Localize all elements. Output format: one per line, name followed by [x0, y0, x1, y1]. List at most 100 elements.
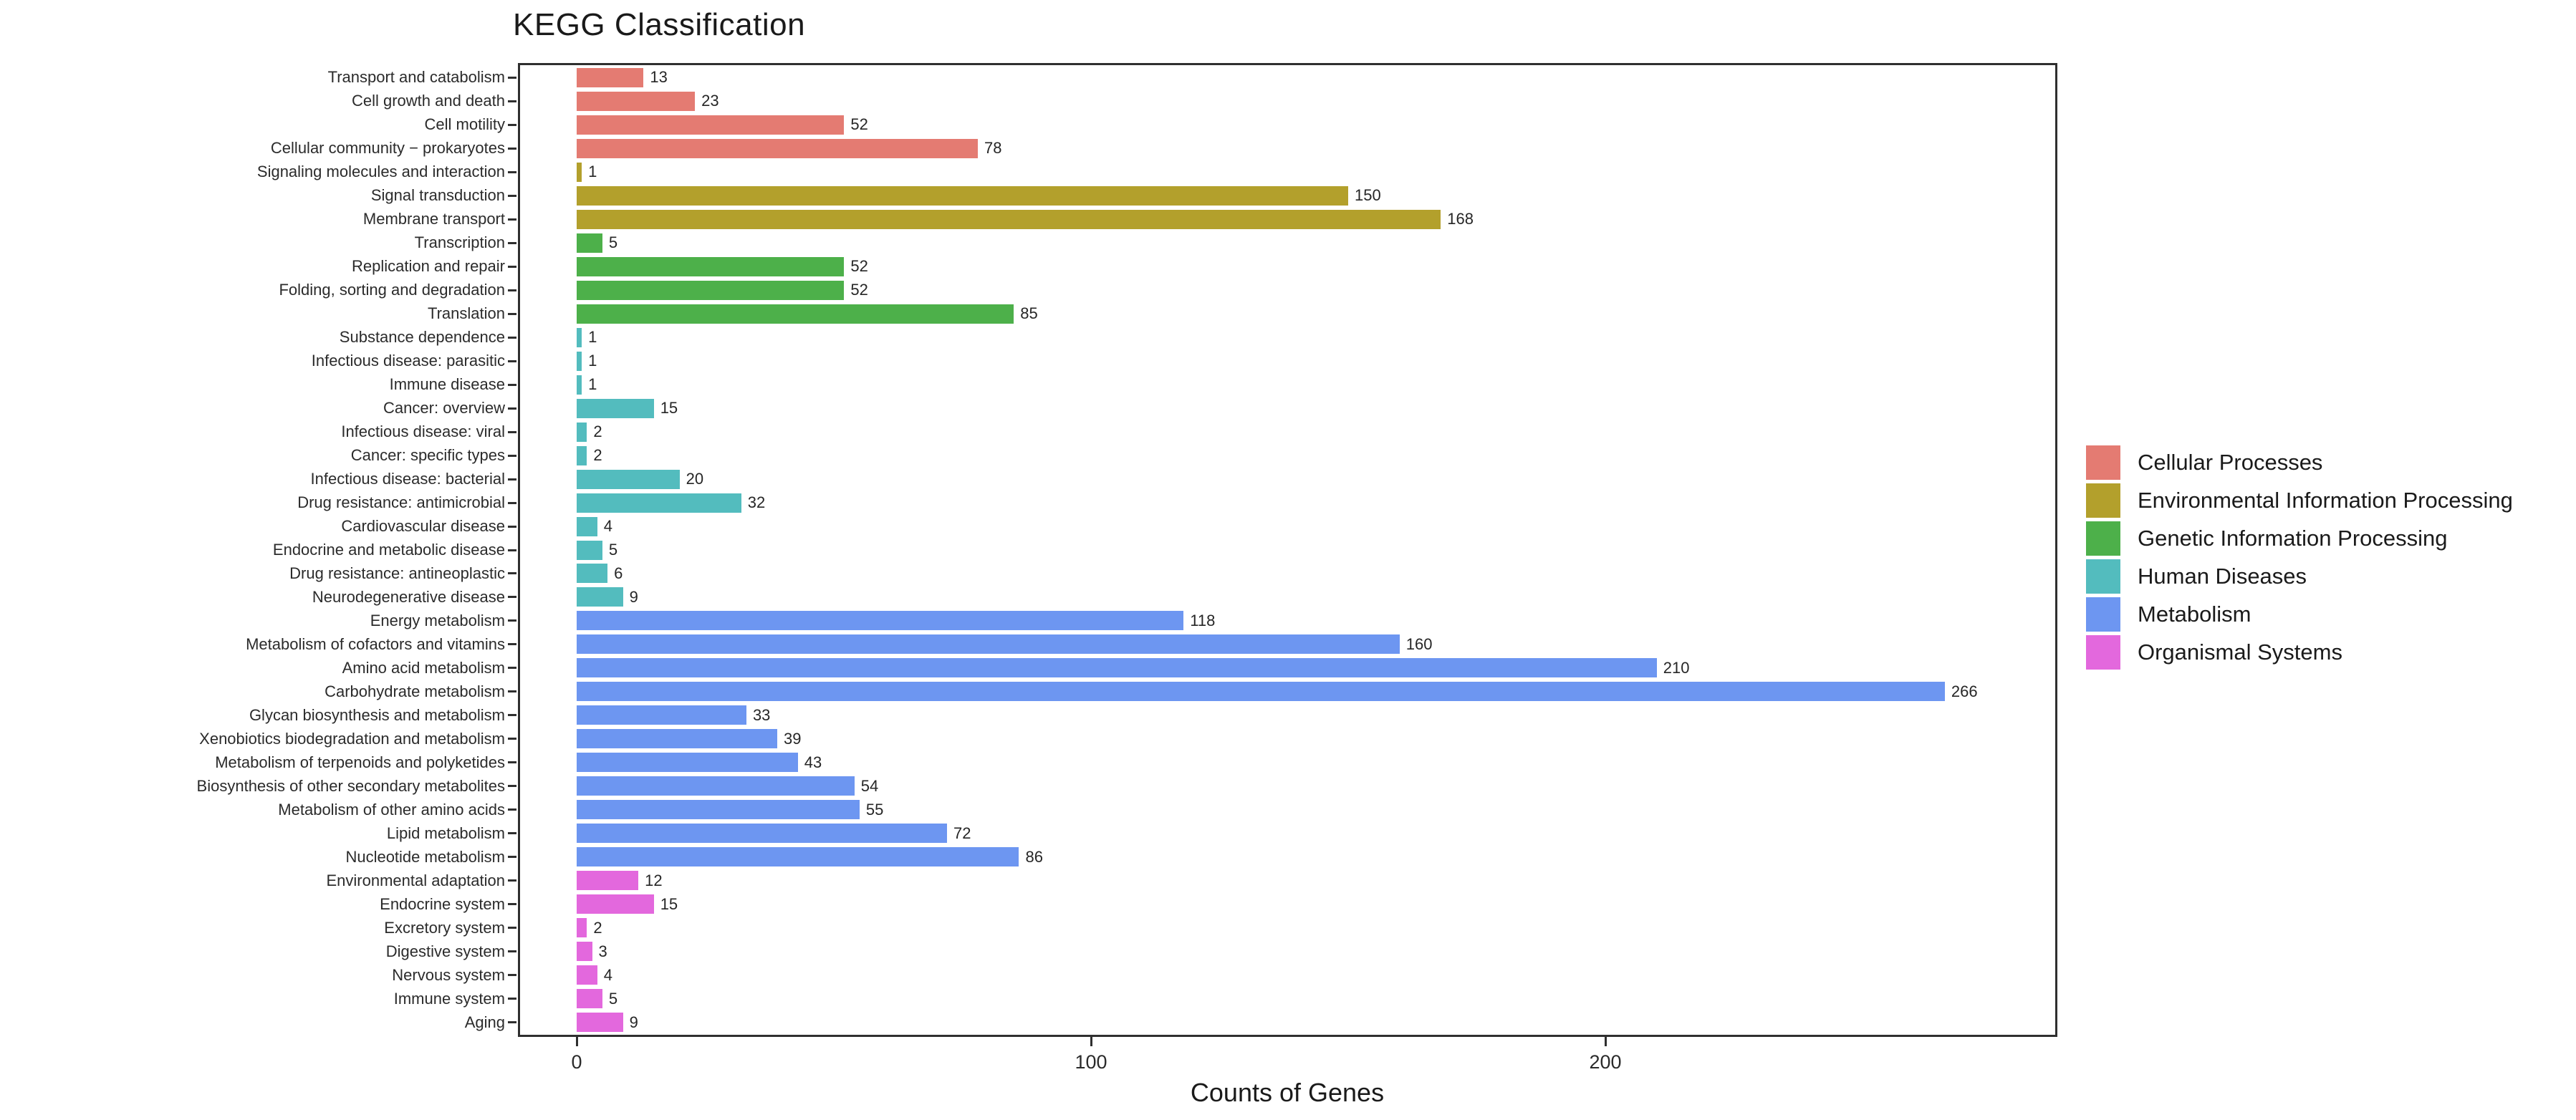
legend-swatch: [2086, 521, 2120, 556]
legend-swatch: [2086, 445, 2120, 480]
y-axis-tick: [508, 572, 516, 575]
y-axis-tick: [508, 761, 516, 764]
y-axis-tick: [508, 832, 516, 835]
legend-swatch: [2086, 635, 2120, 670]
bar-value-label: 2: [593, 423, 602, 441]
category-label: Drug resistance: antineoplastic: [289, 564, 505, 582]
bar: [577, 729, 778, 749]
bar: [577, 185, 1348, 206]
category-label: Signaling molecules and interaction: [256, 163, 505, 181]
category-label: Endocrine system: [380, 894, 505, 913]
category-label: Excretory system: [384, 918, 505, 937]
y-axis-tick: [508, 714, 516, 717]
bar: [577, 753, 798, 773]
bar-value-label: 52: [850, 281, 868, 299]
bar-value-label: 9: [629, 587, 638, 606]
category-label: Biosynthesis of other secondary metaboli…: [196, 776, 505, 795]
category-label: Infectious disease: viral: [341, 423, 505, 441]
y-axis-tick: [508, 667, 516, 670]
y-axis-tick: [508, 501, 516, 504]
bar-value-label: 266: [1951, 682, 1978, 700]
bar-value-label: 55: [865, 800, 884, 819]
bar: [577, 1013, 623, 1032]
legend-item: Human Diseases: [2086, 559, 2513, 594]
category-label: Folding, sorting and degradation: [279, 281, 505, 299]
y-axis-tick: [508, 974, 516, 977]
category-label: Substance dependence: [339, 328, 505, 347]
bar: [577, 540, 602, 560]
category-label: Endocrine and metabolic disease: [272, 541, 505, 559]
x-axis-tick-label: 100: [1075, 1051, 1107, 1073]
y-axis-tick: [508, 383, 516, 386]
bar-value-label: 118: [1190, 611, 1216, 629]
bar-value-label: 23: [701, 92, 719, 110]
bar-value-label: 86: [1025, 847, 1043, 866]
bar: [577, 398, 654, 418]
y-axis-tick: [508, 879, 516, 882]
y-axis-tick: [508, 359, 516, 362]
bar: [577, 67, 644, 87]
legend: Cellular Processes Environmental Informat…: [2086, 445, 2513, 670]
bar: [577, 705, 746, 725]
category-label: Energy metabolism: [370, 611, 505, 629]
category-label: Digestive system: [385, 942, 505, 960]
category-label: Metabolism of cofactors and vitamins: [246, 634, 505, 653]
bar: [577, 162, 582, 182]
bar-value-label: 6: [614, 564, 623, 582]
bar: [577, 918, 587, 938]
bar-value-label: 33: [752, 705, 771, 724]
category-label: Membrane transport: [362, 210, 505, 228]
bar: [577, 233, 602, 253]
bar-value-label: 13: [650, 68, 668, 87]
legend-swatch: [2086, 483, 2120, 518]
legend-item: Environmental Information Processing: [2086, 483, 2513, 518]
category-label: Metabolism of terpenoids and polyketides: [215, 753, 505, 771]
y-axis-tick: [508, 738, 516, 740]
category-label: Replication and repair: [351, 257, 505, 276]
bar: [577, 469, 680, 489]
bar-value-label: 210: [1663, 658, 1690, 677]
bar-value-label: 72: [953, 824, 971, 842]
legend-label: Environmental Information Processing: [2138, 488, 2513, 513]
bar: [577, 682, 1945, 702]
bar: [577, 824, 947, 844]
bar-value-label: 168: [1447, 210, 1474, 228]
bar-value-label: 39: [784, 729, 802, 748]
bar-value-label: 54: [860, 776, 879, 795]
category-label: Infectious disease: bacterial: [310, 470, 506, 488]
y-axis-tick: [508, 1021, 516, 1023]
legend-item: Metabolism: [2086, 597, 2513, 632]
category-label: Cell motility: [424, 115, 505, 134]
legend-item: Organismal Systems: [2086, 635, 2513, 670]
category-label: Translation: [427, 304, 505, 323]
y-axis-tick: [508, 856, 516, 859]
category-label: Xenobiotics biodegradation and metabolis…: [199, 729, 505, 748]
y-axis-tick: [508, 525, 516, 528]
bar-value-label: 3: [598, 942, 607, 960]
y-axis-tick: [508, 147, 516, 150]
bar-value-label: 52: [850, 257, 868, 276]
legend-label: Metabolism: [2138, 602, 2251, 627]
category-label: Immune system: [393, 989, 505, 1008]
bar: [577, 280, 845, 300]
bar: [577, 942, 592, 962]
bar: [577, 304, 1014, 324]
bar: [577, 351, 582, 371]
legend-item: Cellular Processes: [2086, 445, 2513, 480]
y-axis-tick: [508, 596, 516, 599]
bar: [577, 516, 597, 536]
category-label: Immune disease: [389, 375, 505, 394]
y-axis-tick: [508, 998, 516, 1000]
y-axis-tick: [508, 336, 516, 339]
x-axis-tick: [575, 1037, 578, 1046]
bar-value-label: 5: [608, 541, 618, 559]
bar: [577, 138, 979, 158]
bar-value-label: 1: [588, 375, 597, 394]
category-label: Cancer: overview: [383, 399, 505, 417]
category-label: Cardiovascular disease: [341, 517, 505, 536]
category-label: Transcription: [414, 233, 505, 252]
bar-value-label: 2: [593, 918, 602, 937]
bar-value-label: 1: [588, 163, 597, 181]
